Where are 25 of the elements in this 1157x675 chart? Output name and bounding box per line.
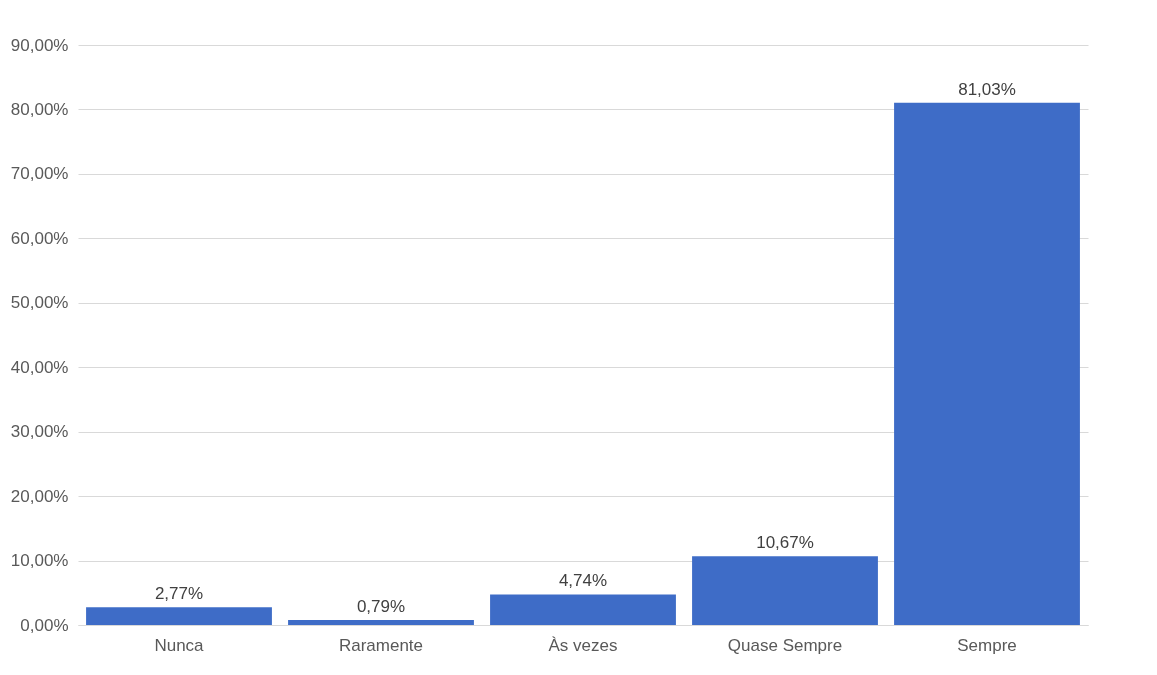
y-tick-label: 30,00% bbox=[10, 422, 69, 442]
y-tick-label: 80,00% bbox=[10, 99, 69, 119]
x-tick-label: Nunca bbox=[154, 635, 205, 655]
y-tick-label: 40,00% bbox=[10, 357, 69, 377]
y-tick-label: 60,00% bbox=[10, 228, 69, 248]
y-tick-label: 70,00% bbox=[10, 164, 69, 184]
data-label: 10,67% bbox=[756, 533, 814, 553]
bar bbox=[490, 594, 676, 625]
bar bbox=[288, 619, 474, 625]
data-label: 4,74% bbox=[558, 571, 608, 591]
y-tick-label: 10,00% bbox=[10, 551, 69, 571]
x-tick-label: Quase Sempre bbox=[727, 635, 843, 655]
y-tick-label: 0,00% bbox=[20, 615, 69, 635]
data-label: 0,79% bbox=[356, 596, 406, 616]
y-tick-label: 50,00% bbox=[10, 293, 69, 313]
bar bbox=[894, 102, 1080, 625]
x-tick-label: Raramente bbox=[338, 635, 424, 655]
x-tick-label: Às vezes bbox=[548, 635, 618, 655]
data-label: 81,03% bbox=[958, 79, 1016, 99]
y-tick-label: 20,00% bbox=[10, 486, 69, 506]
bar bbox=[692, 556, 878, 625]
bar bbox=[86, 607, 272, 625]
y-tick-label: 90,00% bbox=[10, 35, 69, 55]
data-label: 2,77% bbox=[154, 584, 204, 604]
x-tick-label: Sempre bbox=[957, 635, 1017, 655]
